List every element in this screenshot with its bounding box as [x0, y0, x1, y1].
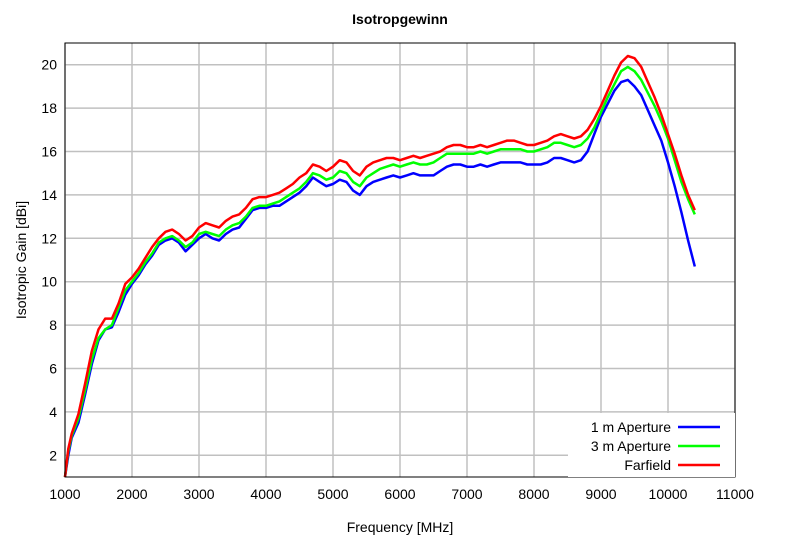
y-tick-label: 6 — [49, 361, 57, 377]
legend-label: Farfield — [624, 457, 671, 473]
y-tick-label: 14 — [41, 187, 57, 203]
y-axis-label: Isotropic Gain [dBi] — [13, 201, 29, 319]
series-line — [63, 78, 697, 478]
x-tick-label: 7000 — [451, 486, 482, 502]
series-line — [63, 54, 696, 478]
y-tick-label: 12 — [41, 230, 57, 246]
y-tick-label: 4 — [49, 404, 57, 420]
x-tick-label: 5000 — [317, 486, 348, 502]
chart-title: Isotropgewinn — [352, 11, 448, 27]
legend-label: 3 m Aperture — [591, 438, 671, 454]
plot-series — [63, 54, 697, 478]
x-tick-label: 8000 — [518, 486, 549, 502]
grid — [64, 43, 736, 477]
x-axis-label: Frequency [MHz] — [347, 519, 454, 535]
y-tick-label: 20 — [41, 57, 57, 73]
plot-frame — [64, 42, 736, 478]
series-line — [63, 65, 696, 478]
y-tick-label: 2 — [49, 447, 57, 463]
legend: 1 m Aperture 3 m Aperture Farfield — [568, 413, 735, 477]
axis-ticks: 1000 2000 3000 4000 5000 6000 7000 8000 9000 1000… — [41, 57, 754, 502]
x-tick-label: 9000 — [585, 486, 616, 502]
x-tick-label: 4000 — [250, 486, 281, 502]
legend-label: 1 m Aperture — [591, 419, 671, 435]
x-tick-label: 2000 — [116, 486, 147, 502]
x-tick-label: 11000 — [716, 486, 754, 502]
y-tick-label: 8 — [49, 317, 57, 333]
y-tick-label: 16 — [41, 144, 57, 160]
x-tick-label: 3000 — [183, 486, 214, 502]
x-tick-label: 6000 — [384, 486, 415, 502]
y-tick-label: 10 — [41, 274, 57, 290]
x-tick-label: 1000 — [49, 486, 80, 502]
y-tick-label: 18 — [41, 100, 57, 116]
x-tick-label: 10000 — [649, 486, 688, 502]
